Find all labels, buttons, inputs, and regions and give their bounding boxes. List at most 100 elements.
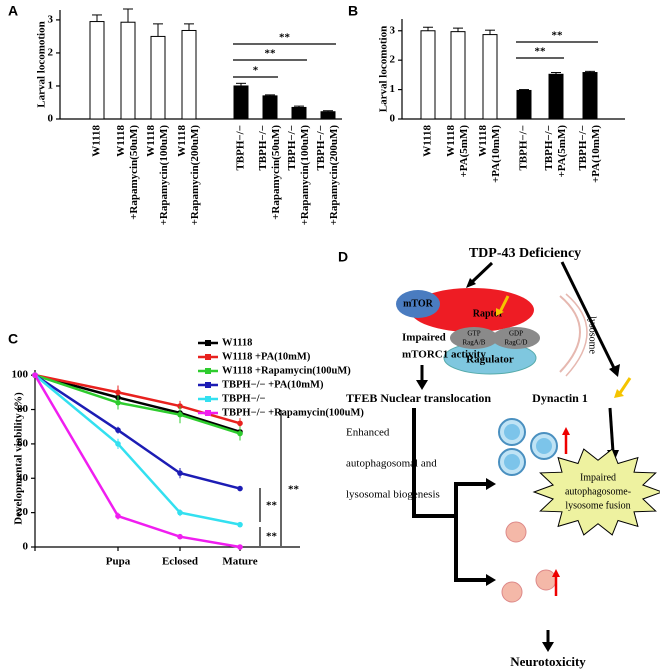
x-tick-label: Eclosed xyxy=(162,556,198,568)
raptor-label: Raptor xyxy=(473,308,504,319)
x-tick-label: W1118 xyxy=(145,125,157,157)
mtor-label: mTOR xyxy=(403,298,434,309)
point xyxy=(115,441,121,447)
panel-label: B xyxy=(348,3,358,19)
legend-marker xyxy=(205,354,211,360)
ragc-label: GDP xyxy=(509,330,523,338)
raga-label: GTP xyxy=(467,330,480,338)
x-tick-label: +PA(10mM) xyxy=(590,125,602,183)
point xyxy=(115,389,121,396)
panel-label: D xyxy=(338,249,348,265)
legend-label: TBPH−/− +Rapamycin(100uM) xyxy=(222,407,364,418)
fusion-star xyxy=(532,448,660,536)
bar xyxy=(291,106,307,120)
x-tick-label: TBPH−/− xyxy=(577,125,589,171)
panel-label: C xyxy=(8,331,18,347)
y-tick-label: 1 xyxy=(390,83,396,95)
raga-label: RagA/B xyxy=(463,339,486,347)
legend-label: TBPH−/− +PA(10mM) xyxy=(222,379,324,390)
arrow-head xyxy=(496,308,504,316)
x-tick-label: +Rapamycin(200uM) xyxy=(328,125,340,226)
vesicle-core xyxy=(504,454,520,470)
pathway xyxy=(412,408,486,582)
point xyxy=(177,533,183,540)
point xyxy=(177,411,183,418)
bar xyxy=(420,30,436,120)
arrow-head xyxy=(466,278,476,288)
x-tick-label: +PA(10mM) xyxy=(490,125,502,183)
arrow-head xyxy=(609,364,620,377)
mtorc1-label: Impaired xyxy=(402,332,446,344)
y-tick-label: 20 xyxy=(17,506,29,518)
point xyxy=(237,544,243,550)
legend-marker xyxy=(205,410,211,416)
bar xyxy=(181,29,197,120)
arrow-head xyxy=(416,380,428,390)
mtor xyxy=(396,290,440,318)
mtorc1-label: mTORC1 activity xyxy=(402,349,486,361)
legend-label: W1118 +Rapamycin(100uM) xyxy=(222,365,351,376)
diagram: D TDP-43 Deficiency lysosome Raptor mTOR… xyxy=(338,246,660,669)
bar xyxy=(89,21,105,120)
arrow-head xyxy=(562,427,570,435)
point xyxy=(115,427,121,433)
vesicle xyxy=(505,521,527,543)
raptor xyxy=(410,288,534,332)
point xyxy=(177,509,183,516)
x-tick-label: W1118 xyxy=(176,125,188,157)
significance: ** xyxy=(266,500,278,512)
point xyxy=(32,372,38,378)
legend-label: W1118 +PA(10mM) xyxy=(222,351,311,362)
y-tick-label: 2 xyxy=(390,54,396,66)
series-line xyxy=(34,373,241,434)
outcome-label: Neurotoxicity xyxy=(510,654,586,669)
x-tick-label: TBPH−/− xyxy=(315,125,327,171)
lysosome-label: lysosome xyxy=(587,316,598,354)
x-tick-label: TBPH−/− xyxy=(518,125,530,171)
x-tick-label: +Rapamycin(50uM) xyxy=(128,125,140,220)
y-tick-label: 3 xyxy=(390,24,396,36)
down-arrow xyxy=(498,295,510,313)
significance: ** xyxy=(266,531,278,543)
arrow-head xyxy=(552,569,560,577)
x-tick-label: +Rapamycin(200uM) xyxy=(189,125,201,226)
biogenesis-label: autophagosomal and xyxy=(346,458,437,470)
vesicle xyxy=(535,569,557,591)
point xyxy=(237,430,243,437)
arrow xyxy=(608,407,615,453)
legend-marker xyxy=(205,382,211,388)
significance: ** xyxy=(552,30,564,42)
x-tick-label: W1118 xyxy=(477,125,489,157)
y-axis-label: Larval locomotion xyxy=(378,26,390,112)
tfeb-label: TFEB Nuclear translocation xyxy=(346,391,491,405)
bar xyxy=(516,89,532,120)
x-tick-label: TBPH−/− xyxy=(543,125,555,171)
legend-label: TBPH−/− xyxy=(222,393,265,404)
bar xyxy=(582,72,598,120)
diagram-title: TDP-43 Deficiency xyxy=(469,246,581,261)
biogenesis-label: Enhanced xyxy=(346,427,390,439)
raga xyxy=(450,327,498,349)
y-tick-label: 80 xyxy=(17,403,29,415)
x-tick-label: +Rapamycin(50uM) xyxy=(270,125,282,220)
x-tick-label: Pupa xyxy=(106,556,131,568)
vesicle-core xyxy=(504,424,520,440)
bar xyxy=(320,111,336,120)
x-tick-label: W1118 xyxy=(115,125,127,157)
dynactin-label: Dynactin 1 xyxy=(532,391,588,405)
arrow-head xyxy=(542,642,554,652)
y-tick-label: 0 xyxy=(48,113,54,125)
x-tick-label: +PA(5mM) xyxy=(458,125,470,178)
significance: ** xyxy=(535,46,547,58)
y-axis-label: Larval locomotion xyxy=(36,21,48,107)
panel-label: A xyxy=(8,3,18,19)
series-line xyxy=(34,373,241,435)
x-tick-label: Mature xyxy=(222,556,257,568)
vesicles xyxy=(498,418,570,603)
bar xyxy=(548,73,564,120)
x-tick-label: TBPH−/− xyxy=(286,125,298,171)
point xyxy=(115,399,121,406)
x-tick-label: TBPH−/− xyxy=(257,125,269,171)
